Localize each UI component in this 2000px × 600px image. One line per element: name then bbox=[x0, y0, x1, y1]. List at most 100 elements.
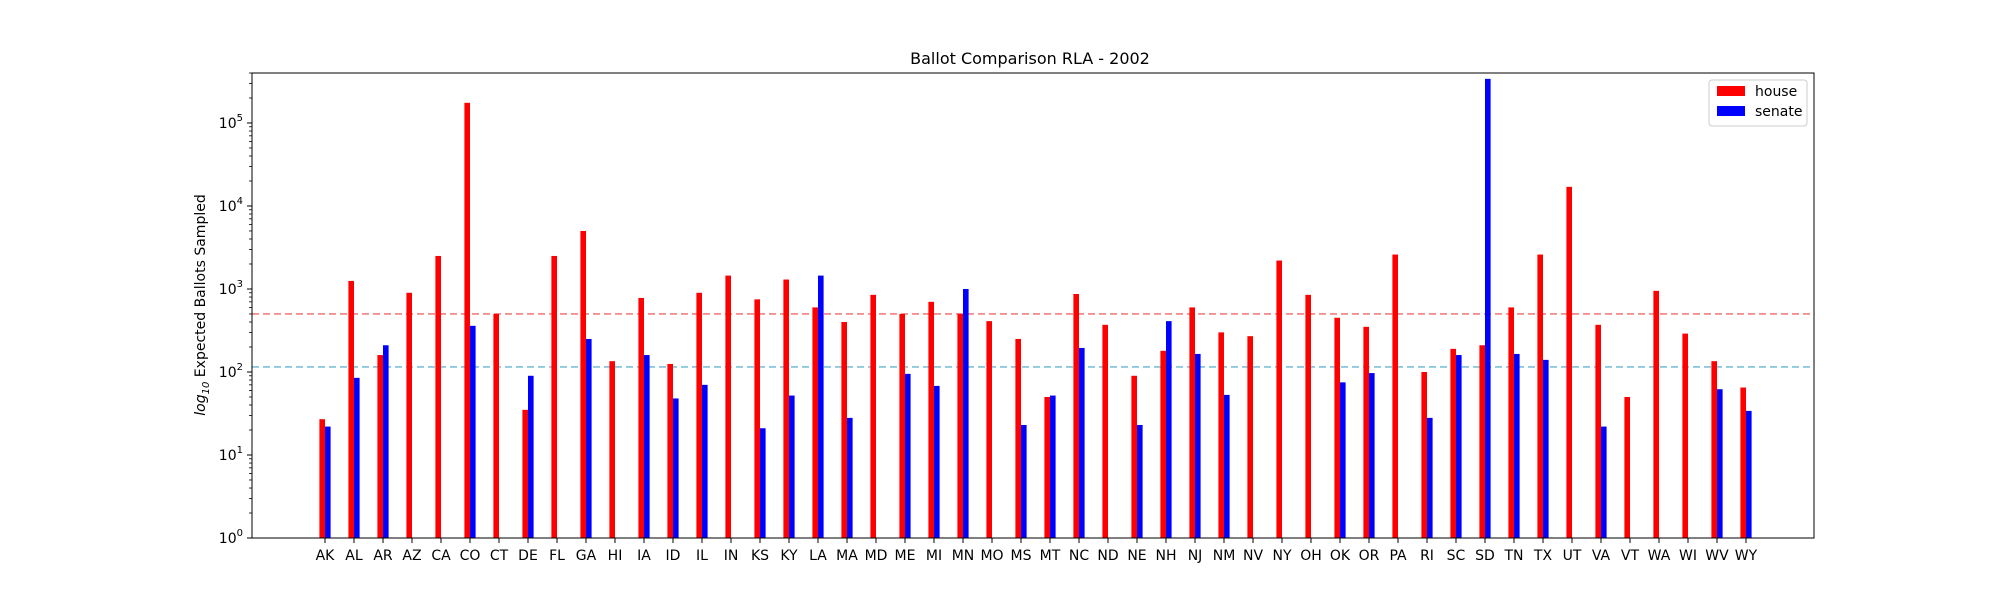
bar-house-LA bbox=[812, 307, 818, 538]
bar-house-MN bbox=[957, 313, 963, 538]
bar-house-SD bbox=[1479, 345, 1485, 538]
legend-swatch-senate bbox=[1717, 106, 1745, 116]
bar-house-DE bbox=[522, 409, 528, 538]
bar-house-ND bbox=[1102, 324, 1108, 538]
bar-house-NE bbox=[1131, 375, 1137, 538]
y-tick-label-2: 102 bbox=[219, 362, 243, 381]
x-tick-label-GA: GA bbox=[576, 548, 597, 564]
bar-senate-WV bbox=[1717, 389, 1723, 538]
bar-senate-GA bbox=[586, 338, 592, 538]
x-tick-label-NH: NH bbox=[1156, 548, 1177, 564]
x-tick-label-ND: ND bbox=[1097, 548, 1118, 564]
bar-house-MT bbox=[1044, 396, 1050, 538]
bar-house-IA bbox=[638, 297, 644, 538]
bar-house-NY bbox=[1276, 260, 1282, 538]
bar-house-SC bbox=[1450, 348, 1456, 538]
x-tick-label-TX: TX bbox=[1533, 548, 1553, 564]
x-tick-label-NV: NV bbox=[1243, 548, 1263, 564]
x-tick-label-MD: MD bbox=[865, 548, 888, 564]
bar-house-MD bbox=[870, 294, 876, 538]
reference-lines bbox=[252, 313, 1814, 368]
x-tick-label-SD: SD bbox=[1475, 548, 1495, 564]
bar-house-OK bbox=[1334, 317, 1340, 538]
x-tick-label-ID: ID bbox=[666, 548, 681, 564]
bar-senate-MI bbox=[934, 385, 940, 538]
bar-senate-VA bbox=[1601, 426, 1607, 538]
y-tick-label-0: 100 bbox=[219, 528, 243, 547]
x-tick-label-DE: DE bbox=[518, 548, 538, 564]
bar-house-AK bbox=[319, 419, 325, 538]
legend: house senate bbox=[1708, 79, 1808, 127]
bar-senate-NJ bbox=[1195, 353, 1201, 538]
x-tick-label-MS: MS bbox=[1011, 548, 1032, 564]
x-tick-label-CO: CO bbox=[460, 548, 481, 564]
x-tick-label-TN: TN bbox=[1503, 548, 1523, 564]
bar-house-KS bbox=[754, 299, 760, 538]
legend-label-house: house bbox=[1755, 84, 1797, 100]
bar-senate-NE bbox=[1137, 424, 1143, 538]
x-axis: AK AL AR AZ CA CO CT DE FL GA HI IA ID IL IN KS KY LA MA MD… bbox=[316, 538, 1758, 564]
bar-senate-AL bbox=[354, 377, 360, 538]
bar-senate-LA bbox=[818, 275, 824, 538]
y-axis-label-prefix: log bbox=[193, 394, 209, 415]
bar-house-WV bbox=[1711, 361, 1717, 538]
bar-senate-IA bbox=[644, 355, 650, 538]
bar-house-WI bbox=[1682, 333, 1688, 538]
bar-senate-SC bbox=[1456, 355, 1462, 538]
x-tick-label-VT: VT bbox=[1621, 548, 1640, 564]
x-tick-label-IA: IA bbox=[637, 548, 651, 564]
bar-senate-TX bbox=[1543, 359, 1549, 538]
bar-senate-NC bbox=[1079, 347, 1085, 538]
bar-house-HI bbox=[609, 361, 615, 538]
x-tick-label-MO: MO bbox=[980, 548, 1003, 564]
bar-senate-MS bbox=[1021, 424, 1027, 538]
x-tick-label-NY: NY bbox=[1272, 548, 1291, 564]
bar-senate-AR bbox=[383, 345, 389, 538]
bar-senate-CO bbox=[470, 325, 476, 538]
x-tick-label-MA: MA bbox=[836, 548, 858, 564]
x-tick-label-IL: IL bbox=[696, 548, 708, 564]
x-tick-label-HI: HI bbox=[608, 548, 623, 564]
bar-house-NH bbox=[1160, 350, 1166, 538]
bar-house-UT bbox=[1566, 186, 1572, 538]
x-tick-label-UT: UT bbox=[1563, 548, 1582, 564]
x-tick-label-MN: MN bbox=[952, 548, 975, 564]
x-tick-label-WV: WV bbox=[1705, 548, 1729, 564]
x-tick-label-OR: OR bbox=[1359, 548, 1380, 564]
bar-house-KY bbox=[783, 279, 789, 538]
bar-house-ME bbox=[899, 313, 905, 538]
x-tick-label-MT: MT bbox=[1040, 548, 1061, 564]
bar-house-TX bbox=[1537, 254, 1543, 538]
x-tick-label-RI: RI bbox=[1420, 548, 1434, 564]
x-tick-label-NE: NE bbox=[1127, 548, 1146, 564]
x-tick-label-KY: KY bbox=[780, 548, 798, 564]
y-axis-label-subscript: 10 bbox=[201, 382, 212, 395]
bar-house-RI bbox=[1421, 371, 1427, 538]
x-tick-label-WI: WI bbox=[1679, 548, 1697, 564]
bar-senate-AK bbox=[325, 426, 331, 538]
bar-group bbox=[319, 78, 1752, 539]
legend-label-senate: senate bbox=[1755, 104, 1802, 120]
bar-house-AL bbox=[348, 280, 354, 538]
bar-senate-MT bbox=[1050, 395, 1056, 538]
bar-house-MS bbox=[1015, 338, 1021, 538]
bar-senate-ID bbox=[673, 398, 679, 538]
bar-house-IN bbox=[725, 275, 731, 538]
bar-senate-KY bbox=[789, 395, 795, 538]
bar-senate-OR bbox=[1369, 373, 1375, 538]
bar-house-NC bbox=[1073, 294, 1079, 538]
bar-house-ID bbox=[667, 363, 673, 538]
bar-house-CA bbox=[435, 255, 441, 538]
bar-senate-TN bbox=[1514, 353, 1520, 538]
bar-senate-SD bbox=[1485, 78, 1491, 539]
bar-house-WY bbox=[1740, 387, 1746, 538]
chart-title: Ballot Comparison RLA - 2002 bbox=[910, 49, 1150, 68]
y-axis-label: log10 Expected Ballots Sampled bbox=[193, 194, 212, 415]
bar-senate-MA bbox=[847, 417, 853, 538]
x-tick-label-CT: CT bbox=[490, 548, 509, 564]
x-tick-label-AL: AL bbox=[345, 548, 363, 564]
bar-house-IL bbox=[696, 292, 702, 538]
y-axis: 100 101 102 103 104 105 bbox=[219, 72, 252, 547]
bar-house-AZ bbox=[406, 292, 412, 538]
bar-senate-DE bbox=[528, 375, 534, 538]
